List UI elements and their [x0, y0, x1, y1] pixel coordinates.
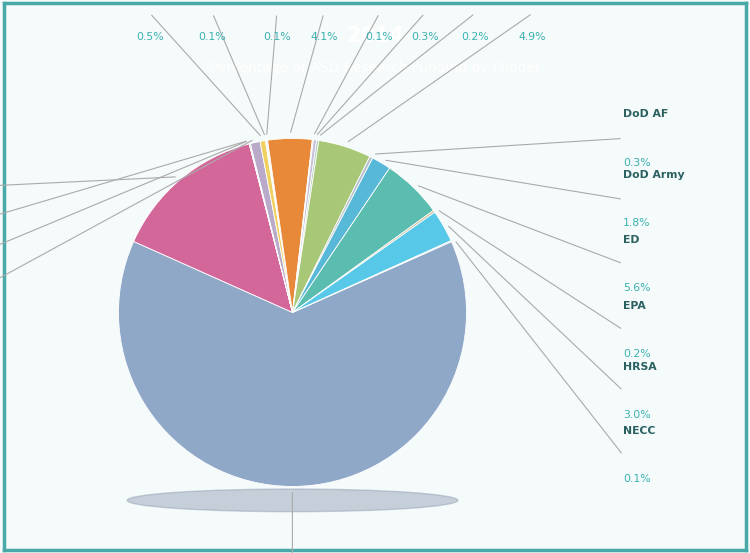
Text: ED: ED	[623, 234, 640, 244]
Text: 0.1%: 0.1%	[623, 474, 651, 484]
Text: 0.2%: 0.2%	[461, 32, 489, 43]
Text: 0.1%: 0.1%	[263, 32, 291, 43]
Text: 0.1%: 0.1%	[199, 32, 226, 43]
Wedge shape	[249, 144, 292, 312]
Wedge shape	[292, 140, 316, 312]
Text: DoD Army: DoD Army	[623, 170, 685, 180]
Wedge shape	[134, 144, 292, 312]
Text: 2014: 2014	[346, 25, 404, 45]
Wedge shape	[266, 140, 292, 312]
Wedge shape	[260, 140, 292, 312]
Text: Percentage of ASD Research Funding by Funder: Percentage of ASD Research Funding by Fu…	[209, 61, 540, 75]
Text: 0.2%: 0.2%	[623, 349, 651, 359]
Text: 4.1%: 4.1%	[310, 32, 338, 43]
Wedge shape	[292, 139, 314, 312]
Text: 0.3%: 0.3%	[411, 32, 439, 43]
Text: 0.1%: 0.1%	[366, 32, 393, 43]
Text: 3.0%: 3.0%	[623, 410, 651, 420]
Wedge shape	[268, 138, 312, 312]
Text: HRSA: HRSA	[623, 362, 657, 372]
Wedge shape	[266, 140, 292, 312]
Wedge shape	[292, 212, 451, 312]
Wedge shape	[292, 140, 319, 312]
Text: 1.8%: 1.8%	[623, 218, 650, 228]
Text: 4.9%: 4.9%	[519, 32, 546, 43]
Text: NECC: NECC	[623, 426, 656, 436]
Text: EPA: EPA	[623, 301, 646, 311]
Wedge shape	[251, 142, 292, 312]
Wedge shape	[292, 140, 370, 312]
Wedge shape	[292, 168, 434, 312]
Text: DoD AF: DoD AF	[623, 109, 668, 119]
Ellipse shape	[128, 489, 457, 512]
Wedge shape	[118, 242, 466, 487]
Text: 0.5%: 0.5%	[136, 32, 164, 43]
Text: 0.3%: 0.3%	[623, 158, 651, 168]
Wedge shape	[292, 241, 452, 312]
Wedge shape	[292, 156, 373, 312]
Wedge shape	[292, 158, 390, 312]
Text: 5.6%: 5.6%	[623, 283, 650, 293]
Wedge shape	[249, 144, 292, 312]
Wedge shape	[292, 211, 435, 312]
